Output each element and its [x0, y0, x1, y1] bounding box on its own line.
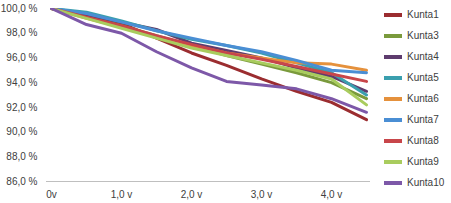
svg-text:86,0 %: 86,0 % — [6, 176, 37, 187]
html-text:Kunta6: Kunta6 — [407, 93, 439, 104]
svg-text:94,0 %: 94,0 % — [6, 77, 37, 88]
html-text:Kunta9: Kunta9 — [407, 156, 439, 167]
html-text:Kunta10: Kunta10 — [407, 177, 445, 188]
svg-text:0v: 0v — [46, 189, 57, 200]
svg-text:88,0 %: 88,0 % — [6, 151, 37, 162]
svg-text:98,0 %: 98,0 % — [6, 27, 37, 38]
svg-text:92,0 %: 92,0 % — [6, 102, 37, 113]
html-text:Kunta3: Kunta3 — [407, 30, 439, 41]
html-text:Kunta1: Kunta1 — [407, 9, 439, 20]
svg-text:96,0 %: 96,0 % — [6, 52, 37, 63]
svg-text:4,0 v: 4,0 v — [321, 189, 343, 200]
svg-text:90,0 %: 90,0 % — [6, 126, 37, 137]
html-text:Kunta5: Kunta5 — [407, 72, 439, 83]
html-text:Kunta4: Kunta4 — [407, 51, 439, 62]
svg-text:1,0 v: 1,0 v — [111, 189, 133, 200]
html-text:Kunta8: Kunta8 — [407, 135, 439, 146]
svg-text:100,0 %: 100,0 % — [1, 3, 38, 14]
svg-text:3,0 v: 3,0 v — [251, 189, 273, 200]
svg-text:2,0 v: 2,0 v — [181, 189, 203, 200]
html-text:Kunta7: Kunta7 — [407, 114, 439, 125]
